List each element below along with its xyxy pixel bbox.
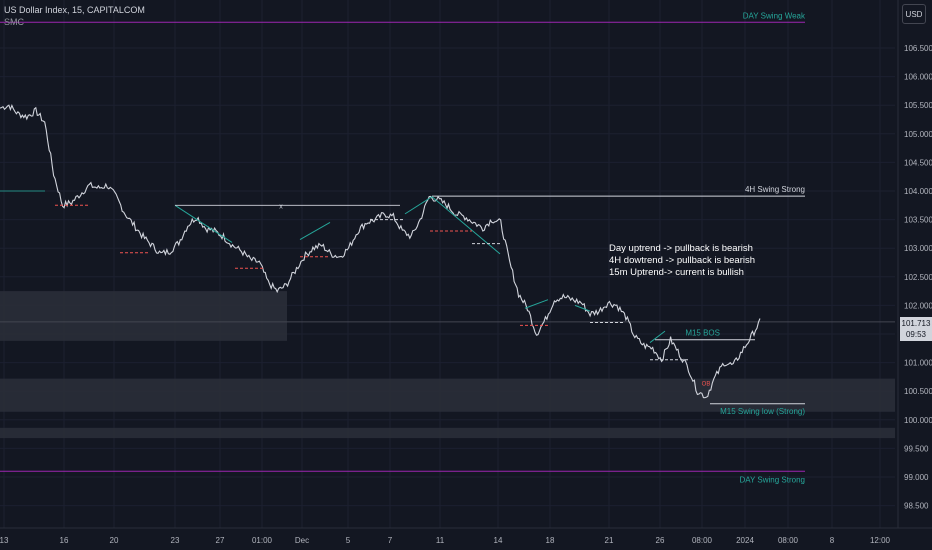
x-tick-label: 01:00 xyxy=(252,536,273,545)
time-axis[interactable]: 13 16 20 23 27 01:00 Dec 5 7 11 14 18 21 26 08:00 2024 0… xyxy=(0,527,932,545)
structure-line xyxy=(299,222,331,241)
structure-marks: x OB xyxy=(55,196,711,387)
annotation-line: 15m Uptrend-> current is bullish xyxy=(609,267,744,278)
y-tick-label: 100.000 xyxy=(904,416,932,425)
y-tick-label: 103.500 xyxy=(904,216,932,225)
last-price-tag: 101.713 09:53 xyxy=(900,317,932,341)
y-tick-label: 100.500 xyxy=(904,387,932,396)
level-label: DAY Swing Weak xyxy=(743,11,806,20)
x-tick-label: 12:00 xyxy=(870,536,891,545)
y-tick-label: 99.500 xyxy=(904,444,929,453)
y-tick-label: 102.000 xyxy=(904,301,932,310)
x-tick-label: Dec xyxy=(295,536,309,545)
price-line xyxy=(0,104,761,399)
demand-zones xyxy=(0,291,895,439)
y-tick-label: 103.000 xyxy=(904,244,932,253)
level-lines: DAY Swing Weak 4H Swing Strong M15 BOS M15 … xyxy=(0,11,895,484)
bar-countdown: 09:53 xyxy=(905,330,927,339)
x-tick-label: 16 xyxy=(60,536,69,545)
symbol-title: US Dollar Index, 15, CAPITALCOM xyxy=(4,5,145,15)
price-axis[interactable]: 106.500 106.000 105.500 105.000 104.500 104.0… xyxy=(897,0,932,528)
x-tick-label: 26 xyxy=(656,536,665,545)
x-tick-label: 08:00 xyxy=(692,536,713,545)
y-tick-label: 101.000 xyxy=(904,359,932,368)
structure-line xyxy=(574,304,591,312)
x-tick-label: 8 xyxy=(830,536,835,545)
zone-rect xyxy=(0,291,287,341)
x-mark: x xyxy=(279,203,283,210)
indicator-name[interactable]: SMC xyxy=(4,17,24,27)
ob-mark: OB xyxy=(702,381,711,387)
structure-line xyxy=(649,330,666,343)
structure-line xyxy=(404,196,433,215)
y-tick-label: 105.500 xyxy=(904,101,932,110)
level-label: M15 BOS xyxy=(685,329,720,338)
currency-button[interactable]: USD xyxy=(902,4,926,24)
structure-line xyxy=(524,299,549,309)
x-tick-label: 20 xyxy=(110,536,119,545)
y-tick-label: 98.500 xyxy=(904,502,929,511)
level-label: DAY Swing Strong xyxy=(739,475,805,484)
x-tick-label: 23 xyxy=(171,536,180,545)
x-tick-label: 13 xyxy=(0,536,9,545)
last-price-value: 101.713 xyxy=(901,319,931,328)
annotation-line: 4H dowtrend -> pullback is bearish xyxy=(609,255,755,266)
chart-header: US Dollar Index, 15, CAPITALCOM SMC xyxy=(4,4,145,28)
level-label: 4H Swing Strong xyxy=(745,185,805,194)
level-label: M15 Swing low (Strong) xyxy=(720,407,805,416)
x-tick-label: 27 xyxy=(216,536,225,545)
y-tick-label: 104.000 xyxy=(904,187,932,196)
structure-line xyxy=(431,196,501,255)
grid-lines xyxy=(0,0,895,528)
x-tick-label: 18 xyxy=(546,536,555,545)
y-tick-label: 99.000 xyxy=(904,473,929,482)
y-tick-label: 102.500 xyxy=(904,273,932,282)
x-tick-label: 08:00 xyxy=(778,536,799,545)
zone-rect xyxy=(0,427,895,439)
y-tick-label: 105.000 xyxy=(904,130,932,139)
x-tick-label: 7 xyxy=(388,536,393,545)
y-tick-label: 104.500 xyxy=(904,158,932,167)
x-tick-label: 2024 xyxy=(736,536,754,545)
zone-rect xyxy=(0,378,895,412)
structure-line xyxy=(174,204,233,243)
y-tick-label: 106.500 xyxy=(904,44,932,53)
price-series xyxy=(0,104,761,399)
x-tick-label: 5 xyxy=(346,536,351,545)
y-tick-label: 106.000 xyxy=(904,73,932,82)
x-tick-label: 14 xyxy=(494,536,503,545)
x-tick-label: 21 xyxy=(605,536,614,545)
annotation-line: Day uptrend -> pullback is bearish xyxy=(609,243,753,254)
x-tick-label: 11 xyxy=(436,536,445,545)
